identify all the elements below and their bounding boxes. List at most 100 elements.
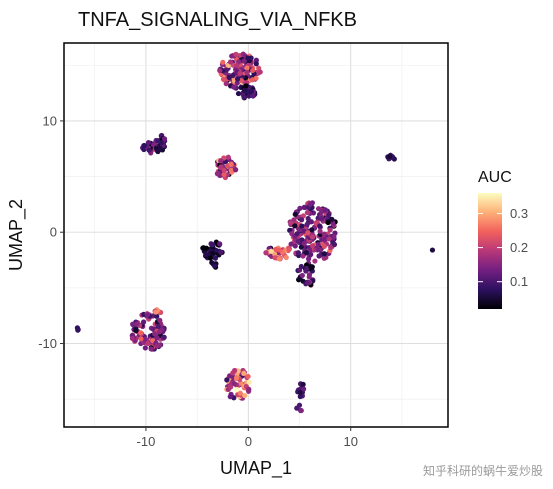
cell-point	[75, 327, 81, 333]
cell-point	[241, 94, 247, 100]
cell-point	[237, 390, 243, 396]
cell-point	[303, 250, 309, 256]
cell-point	[220, 76, 227, 82]
cell-point	[283, 254, 289, 261]
cell-point	[301, 386, 307, 392]
cell-point	[292, 243, 298, 249]
cell-point	[253, 61, 259, 67]
cell-point	[276, 256, 282, 262]
cell-point	[304, 209, 310, 216]
cell-point	[298, 244, 304, 250]
data-points	[74, 51, 436, 414]
cell-point	[297, 390, 303, 396]
cell-point	[309, 227, 315, 233]
cell-point	[228, 167, 234, 173]
cell-point	[138, 330, 144, 336]
color-legend: AUC 0.1 0.2 0.3	[478, 169, 528, 309]
cell-point	[235, 90, 242, 97]
cell-point	[299, 217, 305, 223]
cell-point	[228, 384, 234, 390]
cell-point	[234, 80, 240, 86]
cell-point	[210, 242, 216, 248]
cell-point	[211, 263, 218, 269]
cell-point	[210, 250, 216, 256]
cell-point	[314, 247, 321, 253]
x-tick-label: 0	[245, 434, 252, 449]
cell-point	[306, 274, 312, 280]
cell-point	[299, 223, 305, 229]
cell-point	[304, 265, 310, 271]
cell-point	[232, 167, 239, 173]
cell-point	[248, 88, 255, 95]
cell-point	[157, 317, 163, 323]
cell-point	[308, 251, 314, 258]
cell-point	[321, 251, 327, 257]
cell-point	[296, 402, 303, 408]
cell-point	[234, 375, 240, 381]
cell-point	[308, 264, 314, 270]
cell-point	[300, 381, 306, 388]
cell-point	[328, 244, 334, 251]
legend-ticks: 0.1 0.2 0.3	[478, 206, 528, 289]
cell-point	[250, 67, 256, 74]
legend-tick-label: 0.2	[510, 240, 528, 255]
cell-point	[237, 70, 243, 76]
cell-point	[429, 247, 436, 253]
cell-point	[300, 213, 306, 219]
cell-point	[241, 58, 247, 64]
cell-point	[292, 223, 298, 229]
y-tick-label: 0	[50, 225, 57, 240]
cell-point	[225, 154, 231, 160]
cell-point	[263, 250, 269, 256]
chart-title: TNFA_SIGNALING_VIA_NFKB	[78, 9, 357, 31]
cell-point	[138, 336, 144, 342]
cell-point	[308, 219, 314, 225]
cell-point	[295, 250, 301, 256]
legend-colorbar	[478, 193, 502, 309]
cell-point	[298, 263, 304, 270]
cell-point	[327, 227, 333, 233]
cell-point	[329, 216, 335, 222]
cell-point	[250, 93, 256, 99]
cell-point	[286, 246, 292, 253]
cell-point	[307, 201, 313, 207]
cell-point	[217, 67, 223, 74]
cell-point	[217, 241, 223, 247]
cell-point	[155, 138, 161, 144]
y-tick-label: -10	[38, 336, 57, 351]
cell-point	[246, 93, 252, 99]
cell-point	[315, 206, 322, 212]
plot-panel	[64, 43, 448, 427]
cell-point	[153, 309, 159, 315]
x-tick-label: -10	[137, 434, 156, 449]
cell-point	[232, 367, 238, 374]
x-axis-label: UMAP_1	[220, 458, 292, 479]
cell-point	[220, 59, 226, 65]
y-axis-label: UMAP_2	[6, 199, 27, 271]
cell-point	[315, 241, 322, 247]
y-axis-ticks: -10 0 10	[38, 113, 64, 351]
cell-point	[245, 55, 251, 61]
cell-point	[272, 255, 278, 261]
cell-point	[241, 87, 248, 93]
cell-point	[305, 280, 311, 286]
cell-point	[241, 370, 247, 376]
cell-point	[322, 207, 328, 213]
cell-point	[145, 139, 152, 146]
cell-point	[245, 373, 251, 380]
cell-point	[154, 343, 160, 349]
cell-point	[325, 219, 331, 226]
cell-point	[152, 331, 158, 337]
cell-point	[231, 84, 237, 90]
cell-point	[246, 386, 252, 392]
cell-point	[295, 238, 301, 245]
cell-point	[243, 83, 249, 89]
cell-point	[321, 231, 327, 237]
cell-point	[145, 312, 151, 318]
cell-point	[305, 215, 311, 222]
cell-point	[300, 253, 306, 259]
cell-point	[156, 329, 163, 335]
cell-point	[387, 153, 393, 160]
x-axis-ticks: -10 0 10	[137, 427, 358, 449]
